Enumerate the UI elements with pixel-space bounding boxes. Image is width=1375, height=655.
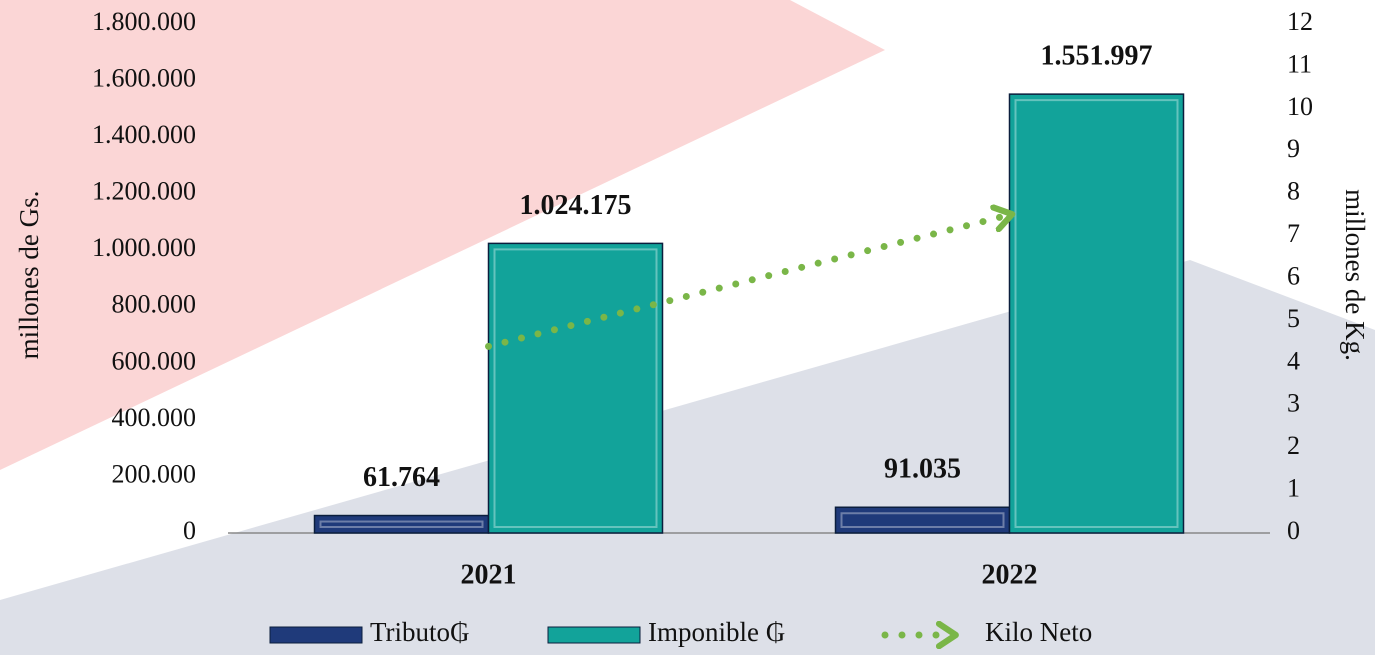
y2-tick-label: 11 — [1287, 49, 1312, 78]
line — [485, 215, 1010, 350]
background-shape — [0, 0, 885, 470]
bar — [313, 514, 490, 534]
y2-tick-label: 8 — [1287, 177, 1300, 206]
legend-label: Imponible ₲ — [648, 617, 785, 647]
y2-tick-label: 6 — [1287, 261, 1300, 290]
bar — [1008, 93, 1185, 534]
bar-bevel — [1014, 99, 1179, 529]
y-tick-label: 1.400.000 — [92, 120, 196, 149]
y-tick-label: 1.800.000 — [92, 7, 196, 36]
y2-tick-label: 9 — [1287, 134, 1300, 163]
legend-swatch — [547, 626, 641, 644]
y-tick-label: 1.600.000 — [92, 64, 196, 93]
legend-label: Kilo Neto — [985, 617, 1092, 647]
y2-tick-label: 1 — [1287, 474, 1300, 503]
y-tick-label: 0 — [183, 516, 196, 545]
bar-bevel — [493, 248, 658, 528]
bar — [834, 506, 1011, 534]
y2-tick-label: 10 — [1287, 92, 1313, 121]
y-tick-label: 600.000 — [112, 346, 197, 375]
data-label: 1.024.175 — [520, 190, 632, 221]
y-tick-label: 1.200.000 — [92, 177, 196, 206]
legend-label: Tributo₲ — [370, 617, 470, 647]
y-tick-label: 800.000 — [112, 290, 197, 319]
y-axis-label: millones de Gs. — [14, 191, 44, 360]
y-tick-label: 1.000.000 — [92, 233, 196, 262]
y-tick-label: 200.000 — [112, 459, 197, 488]
data-label: 61.764 — [363, 462, 440, 493]
legend-swatch — [269, 626, 363, 644]
y2-tick-label: 7 — [1287, 219, 1300, 248]
y2-tick-label: 3 — [1287, 389, 1300, 418]
data-label: 1.551.997 — [1041, 41, 1153, 72]
y2-axis-label: millones de Kg. — [1340, 189, 1370, 361]
y2-tick-label: 5 — [1287, 304, 1300, 333]
x-tick-label: 2021 — [461, 559, 517, 590]
data-label: 91.035 — [884, 454, 961, 485]
bar-bevel — [319, 520, 484, 528]
y2-tick-label: 12 — [1287, 7, 1313, 36]
y2-tick-label: 4 — [1287, 346, 1300, 375]
bar-bevel — [840, 512, 1005, 528]
y-tick-label: 400.000 — [112, 403, 197, 432]
y2-tick-label: 0 — [1287, 516, 1300, 545]
y2-tick-label: 2 — [1287, 431, 1300, 460]
bar — [487, 242, 664, 534]
x-tick-label: 2022 — [982, 559, 1038, 590]
